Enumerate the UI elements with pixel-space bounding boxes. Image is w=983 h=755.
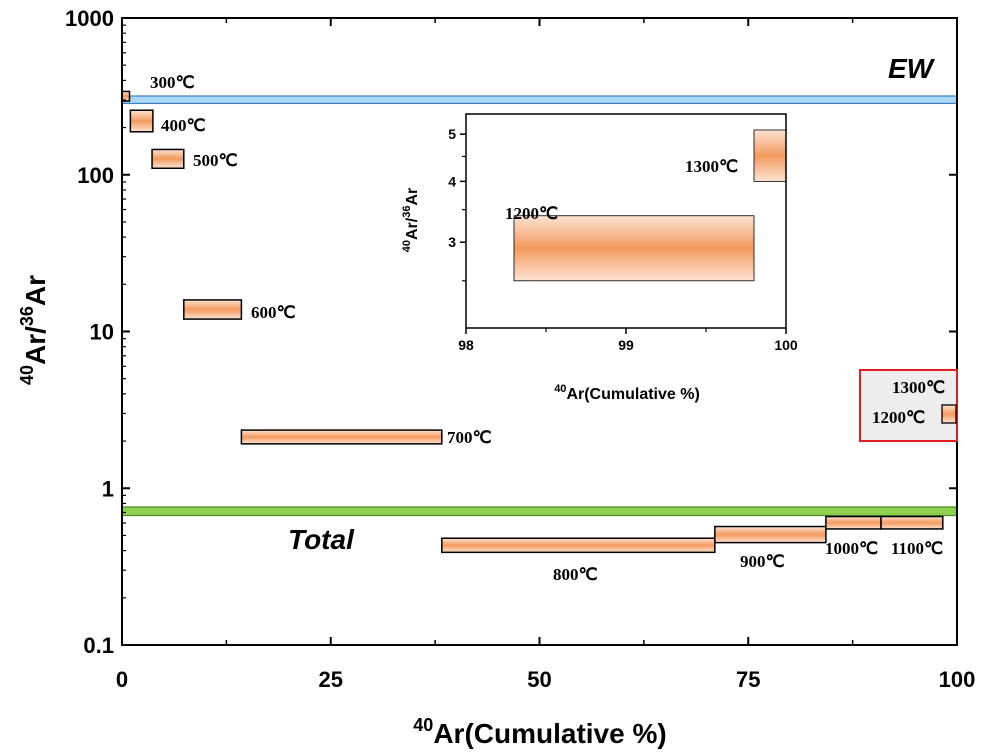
- total-label: Total: [288, 524, 355, 555]
- x-axis-title: 40Ar(Cumulative %): [413, 715, 666, 749]
- step-label-700: 700℃: [447, 428, 492, 447]
- y-tick-label: 100: [77, 163, 114, 188]
- y-tick-label: 10: [90, 320, 114, 345]
- step-box-5: [441, 537, 716, 554]
- step-label-1000: 1000℃: [825, 539, 878, 558]
- inset-y-tick-label: 5: [448, 126, 456, 142]
- inset-label-1200: 1200℃: [505, 204, 558, 223]
- x-axis-title-text: Ar(Cumulative %): [433, 718, 666, 749]
- inset-x-tick-label: 98: [458, 337, 474, 353]
- inset-y-tick-label: 4: [448, 173, 456, 189]
- step-label-1300: 1300℃: [892, 378, 945, 397]
- inset-x-tick-label: 99: [618, 337, 634, 353]
- inset-y-title-sup2: 36: [401, 206, 413, 218]
- step-label-1200: 1200℃: [872, 408, 925, 427]
- x-tick-label: 50: [527, 667, 551, 692]
- y-tick-label: 0.1: [83, 633, 114, 658]
- step-box-2: [151, 148, 185, 170]
- step-label-800: 800℃: [553, 565, 598, 584]
- step-label-300: 300℃: [150, 73, 195, 92]
- y-axis-title-sup1: 40: [17, 365, 37, 385]
- x-tick-label: 75: [736, 667, 760, 692]
- step-label-900: 900℃: [740, 552, 785, 571]
- x-tick-label: 25: [319, 667, 343, 692]
- inset-y-title-mid: Ar/: [404, 217, 421, 240]
- reference-band-ew: [121, 95, 958, 105]
- inset-y-title: 40Ar/36Ar: [401, 188, 421, 253]
- inset-step-box-10: [753, 129, 787, 182]
- y-tick-label: 1: [102, 476, 114, 501]
- step-box-4: [240, 429, 443, 445]
- x-tick-label: 100: [939, 667, 976, 692]
- y-axis-title-end: Ar: [20, 275, 51, 306]
- step-label-1100: 1100℃: [891, 539, 943, 558]
- inset-label-1300: 1300℃: [685, 157, 738, 176]
- inset-y-tick-label: 3: [448, 234, 456, 250]
- y-axis-title-mid: Ar/: [20, 326, 51, 365]
- step-box-8: [880, 515, 944, 530]
- reference-band-total: [121, 506, 958, 517]
- x-axis-title-sup: 40: [413, 715, 433, 735]
- highlight-box: [859, 369, 958, 442]
- y-tick-label: 1000: [65, 6, 114, 31]
- step-label-500: 500℃: [193, 151, 238, 170]
- step-label-600: 600℃: [251, 303, 296, 322]
- inset-x-title: 40Ar(Cumulative %): [554, 383, 700, 403]
- step-box-3: [183, 299, 243, 320]
- step-box-6: [714, 525, 827, 544]
- x-tick-label: 0: [116, 667, 128, 692]
- step-box-7: [825, 515, 882, 530]
- ew-label: EW: [888, 53, 936, 84]
- step-label-400: 400℃: [161, 116, 206, 135]
- inset-x-tick-label: 100: [774, 337, 798, 353]
- step-box-1: [129, 109, 154, 133]
- inset-y-title-sup1: 40: [401, 240, 413, 252]
- inset-step-box-9: [513, 215, 755, 282]
- highlight-step-box: [941, 404, 957, 424]
- y-axis-title: 40Ar/36Ar: [17, 275, 51, 385]
- y-axis-title-sup2: 36: [17, 306, 37, 326]
- inset-x-title-sup: 40: [554, 383, 566, 395]
- inset-y-title-end: Ar: [404, 188, 421, 206]
- inset-x-title-text: Ar(Cumulative %): [566, 386, 699, 403]
